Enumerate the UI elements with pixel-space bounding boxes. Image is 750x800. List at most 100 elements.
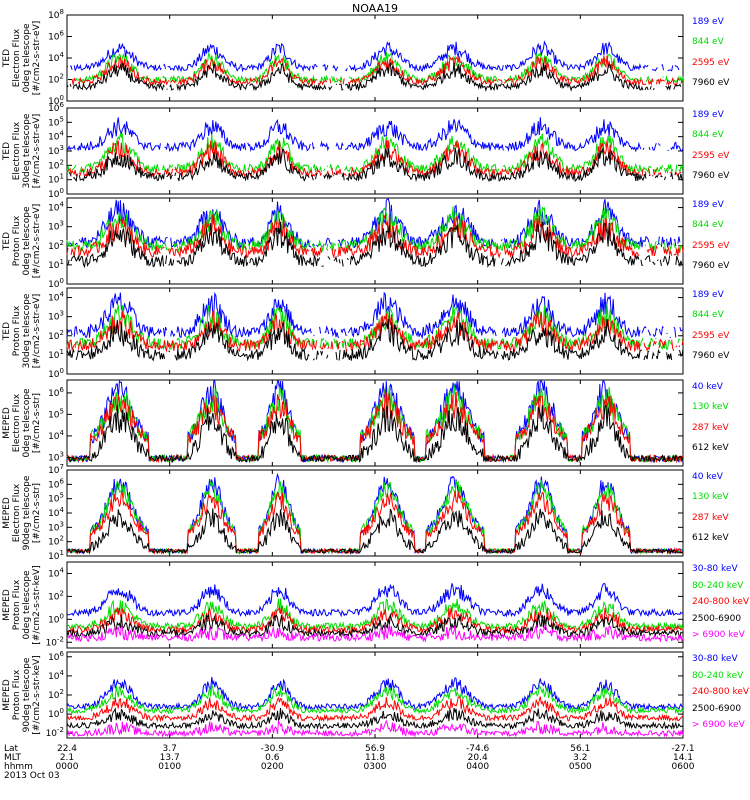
legend-entry: 2500-6900: [692, 613, 742, 624]
y-tick-label: 102: [48, 688, 64, 701]
legend-entry: 80-240 keV: [692, 580, 744, 591]
footer-value: 0500: [568, 762, 592, 772]
y-tick-label: 102: [48, 158, 64, 171]
y-tick-label: 101: [48, 348, 64, 361]
footer-value: 0100: [158, 762, 182, 772]
ylabel-line: Electron Flux: [12, 393, 22, 453]
y-tick-label: 102: [48, 589, 64, 602]
legend-entry: 189 eV: [692, 17, 724, 27]
legend-entry: 240-800 keV: [692, 687, 750, 698]
legend-entry: 30-80 keV: [692, 564, 738, 574]
footer-value: 0400: [466, 762, 490, 772]
legend-entry: 7960 eV: [692, 171, 730, 182]
legend-entry: 2500-6900: [692, 703, 742, 714]
y-tick-label: 106: [48, 477, 64, 490]
ylabel-line: 30deg telescope: [22, 293, 32, 369]
series-black: [67, 221, 683, 269]
panel-meped-e-0: 103 104 105 106: [48, 379, 684, 467]
y-tick-label: 106: [48, 386, 64, 399]
y-tick-label: 102: [48, 239, 64, 252]
ylabel-line: 90deg telescope: [22, 657, 32, 733]
ylabel-line: Electron Flux: [12, 483, 22, 543]
ylabel-line: [#/cm2-s-str-eV]: [32, 20, 42, 96]
ylabel-line: [#/cm2-s-str-keV]: [32, 655, 42, 735]
series-red: [67, 140, 683, 177]
legend-entry: 287 keV: [692, 512, 729, 523]
series-blue: [66, 582, 684, 618]
legend-entry: 30-80 keV: [692, 654, 738, 664]
ylabel-line: 30deg telescope: [22, 113, 32, 189]
footer-value: -30.9: [260, 744, 284, 754]
footer-value: 0200: [260, 762, 284, 772]
series-blue: [66, 291, 684, 340]
y-tick-label: 108: [48, 8, 64, 21]
legend-entry: 130 keV: [692, 492, 729, 503]
ylabel-line: Electron Flux: [12, 28, 22, 88]
panel-frame: [66, 469, 684, 557]
ylabel-line: 0deg telescope: [22, 23, 32, 93]
footer-value: 2.1: [59, 753, 75, 763]
legend-entry: 7960 eV: [692, 351, 730, 362]
panel-ted-e-0: 100 102 104 106 108: [48, 8, 683, 107]
y-tick-label: 104: [48, 201, 64, 214]
panel-ted-p-30: 100 101 102 103 104: [48, 287, 684, 380]
ylabel-line: 90deg telescope: [22, 475, 32, 551]
legend-entry: 844 eV: [692, 220, 724, 231]
ylabel-line: MEPED: [2, 589, 12, 621]
legend-entry: > 6900 keV: [692, 630, 745, 641]
panel-ylabel: MEPED Proton Flux 90deg telescope [#/cm2-s-…: [2, 652, 42, 738]
ylabel-line: Proton Flux: [12, 215, 22, 267]
footer-value: 3.7: [162, 744, 177, 754]
panel-ylabel: TED Proton Flux 0deg telescope [#/cm2-s-str…: [2, 198, 42, 284]
legend-entry: 2595 eV: [692, 240, 730, 251]
legend-entry: 2595 eV: [692, 57, 730, 68]
footer-value: 13.7: [159, 753, 180, 763]
y-tick-label: 106: [48, 101, 64, 114]
y-tick-label: 101: [48, 258, 64, 271]
y-tick-label: 104: [48, 130, 64, 143]
y-tick-label: 103: [48, 310, 64, 323]
footer-value: 0300: [363, 762, 387, 772]
series-magenta: [66, 719, 684, 738]
y-tick-label: 104: [48, 51, 64, 64]
series-red: [66, 213, 684, 259]
legend-entry: > 6900 keV: [692, 720, 745, 731]
ylabel-line: [#/cm2-s-str-eV]: [32, 293, 42, 369]
legend-entry: 80-240 keV: [692, 670, 744, 681]
series-red: [71, 55, 683, 87]
legend-entry: 2595 eV: [692, 150, 730, 161]
footer-value: 11.8: [364, 753, 386, 763]
panel-meped-p-90: 10-2 100 102 104 106: [46, 650, 684, 739]
ylabel-line: MEPED: [2, 407, 12, 439]
y-tick-label: 100: [48, 612, 64, 625]
series-red: [66, 490, 684, 555]
series-red: [66, 696, 684, 723]
ylabel-line: Proton Flux: [12, 579, 22, 631]
legend-entry: 189 eV: [692, 110, 724, 120]
panel-meped-p-0: 10-2 100 102 104: [46, 561, 684, 649]
y-tick-label: 101: [48, 173, 64, 186]
y-tick-label: 104: [48, 669, 64, 682]
legend-entry: 7960 eV: [692, 261, 730, 272]
y-tick-label: 104: [48, 291, 64, 304]
footer-value: 20.4: [467, 753, 488, 763]
ylabel-line: 0deg telescope: [22, 570, 32, 640]
legend-entry: 130 keV: [692, 402, 729, 413]
y-tick-label: 103: [48, 520, 64, 533]
ylabel-line: TED: [2, 231, 12, 251]
footer-row-label: hhmm: [4, 762, 33, 772]
series-black: [66, 707, 684, 730]
ylabel-line: [#/cm2-s-str]: [32, 482, 42, 544]
y-tick-label: 100: [48, 277, 64, 290]
footer-value: 22.4: [56, 744, 78, 754]
y-tick-label: 100: [48, 707, 64, 720]
y-tick-label: 106: [48, 650, 64, 663]
y-tick-label: 106: [48, 30, 64, 43]
y-tick-label: 10-2: [46, 726, 64, 739]
legend-entry: 189 eV: [692, 200, 724, 210]
ylabel-line: MEPED: [2, 679, 12, 711]
series-black: [66, 403, 684, 464]
